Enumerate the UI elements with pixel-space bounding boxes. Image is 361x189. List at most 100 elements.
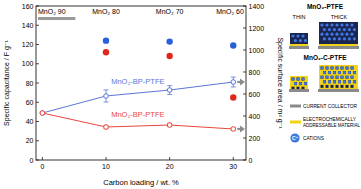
- cation: [348, 80, 351, 83]
- scatter-point: [103, 49, 109, 55]
- current-collector: [318, 46, 359, 49]
- cation: [330, 66, 333, 69]
- mno2-particle: [336, 85, 339, 88]
- legend-label: ELECTROCHEMICALLY: [303, 117, 357, 122]
- error-bar-cap: [231, 77, 236, 78]
- cation: [299, 39, 302, 42]
- cation: [330, 76, 333, 79]
- cation: [291, 34, 294, 37]
- error-bar: [167, 86, 172, 95]
- mno2-particle: [353, 80, 356, 83]
- cation: [323, 80, 326, 83]
- cation: [345, 76, 348, 79]
- line-marker: [40, 111, 45, 116]
- cation: [345, 66, 348, 69]
- y-tick: [36, 25, 39, 26]
- y2-tick-label: 200: [249, 135, 261, 142]
- y-tick: [36, 140, 39, 141]
- cation: [350, 66, 353, 69]
- y2-tick: [243, 28, 246, 29]
- error-bar-cap: [231, 86, 236, 87]
- y2-axis-label: Specific surface area / m² g⁻¹: [276, 37, 284, 129]
- electrode-body: [319, 22, 358, 46]
- mno2-particle: [351, 85, 354, 88]
- panel-label: THICK: [331, 14, 348, 20]
- cation: [294, 82, 297, 85]
- line-marker: [167, 123, 172, 128]
- x-tick-label: 0: [40, 163, 44, 170]
- annotation: MnO₂ 80: [92, 8, 120, 15]
- mno2-particle: [343, 80, 346, 83]
- y2-tick-label: 1400: [249, 3, 265, 10]
- annotation: MnO₂ 90: [38, 8, 66, 15]
- error-bar-cap: [104, 102, 109, 103]
- current-collector: [289, 46, 309, 49]
- cation: [328, 37, 331, 40]
- scatter-point: [230, 42, 236, 48]
- mno2-particle: [336, 67, 339, 70]
- cation: [291, 77, 294, 80]
- mno2-particle: [292, 78, 295, 81]
- legend-cation: [290, 133, 299, 142]
- cation: [353, 28, 356, 31]
- cation: [335, 76, 338, 79]
- cation: [304, 39, 307, 42]
- cation: [335, 66, 338, 69]
- y-tick: [36, 6, 39, 7]
- y-tick-label: 40: [26, 118, 34, 125]
- cation: [345, 33, 348, 36]
- legend-label: CATIONS: [303, 136, 324, 141]
- y-tick-label: 0: [30, 157, 34, 164]
- cation: [338, 37, 341, 40]
- error-bar: [104, 125, 109, 128]
- cation: [343, 71, 346, 74]
- cation: [340, 23, 343, 26]
- mno2-particle: [351, 76, 354, 79]
- x-axis-label: Carbon loading / wt. %: [103, 178, 179, 187]
- marker-bar: [38, 17, 75, 20]
- schematic: MnO₂-PTFETHINTHICKMnO₂-C-PTFECURRENT COL…: [289, 3, 360, 143]
- cation: [333, 80, 336, 83]
- mno2-particle: [302, 78, 305, 81]
- y2-tick: [243, 94, 246, 95]
- y-tick-label: 20: [26, 137, 34, 144]
- y-tick: [36, 160, 39, 161]
- cation: [343, 37, 346, 40]
- addressable-layer: [319, 44, 358, 46]
- x-tick-label: 10: [102, 163, 110, 170]
- x-tick-label: 20: [166, 163, 174, 170]
- y2-tick: [243, 138, 246, 139]
- y-axis-label: Specific capacitance / F g⁻¹: [3, 39, 11, 125]
- y-tick-label: 120: [22, 41, 34, 48]
- error-bar-cap: [167, 85, 172, 86]
- legend-swatch: [290, 105, 301, 108]
- mno2-particle: [343, 71, 346, 74]
- annotation: MnO₂ 60: [216, 8, 244, 15]
- y2-tick-label: 0: [249, 157, 253, 164]
- x-tick: [106, 157, 107, 160]
- series-label: MnO₂-BP-PTFE: [111, 110, 164, 119]
- mno2-particle: [328, 80, 331, 83]
- current-collector: [318, 89, 359, 92]
- mno2-particle: [346, 67, 349, 70]
- legend-swatch: [290, 121, 301, 124]
- legend-label: ADDRESSABLE MATERIAL: [303, 123, 360, 128]
- mno2-particle: [346, 76, 349, 79]
- mno2-particle: [299, 82, 302, 85]
- mno2-particle: [323, 71, 326, 74]
- line-marker: [231, 80, 236, 85]
- mno2-particle: [341, 67, 344, 70]
- electrode: [289, 76, 309, 92]
- error-bar-cap: [104, 89, 109, 90]
- y-tick: [36, 121, 39, 122]
- y2-tick-label: 1000: [249, 47, 265, 54]
- mno2-particle: [331, 76, 334, 79]
- mno2-particle: [331, 67, 334, 70]
- x-tick-label: 30: [229, 163, 237, 170]
- panel-title: MnO₂-C-PTFE: [304, 54, 348, 61]
- plot-marks: [40, 37, 236, 131]
- plot-frame: [36, 6, 246, 160]
- cation: [330, 23, 333, 26]
- mno2-particle: [294, 82, 297, 85]
- series-label: MnO₂-BP-PTFE: [111, 77, 164, 86]
